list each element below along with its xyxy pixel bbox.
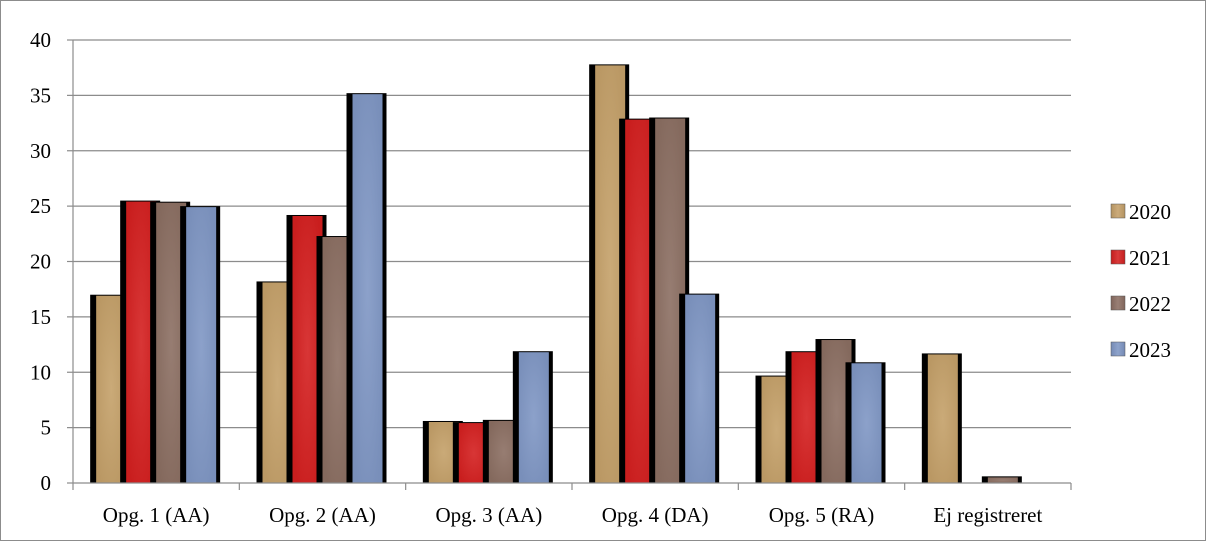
y-tick-label: 40 — [30, 28, 51, 52]
legend: 2020 2021 2022 2023 — [1110, 200, 1171, 362]
x-tick-label: Opg. 1 (AA) — [103, 503, 210, 527]
y-tick-label: 10 — [30, 360, 51, 384]
bars — [90, 64, 1022, 484]
bar-2022-5 — [987, 477, 1018, 483]
y-tick-label: 25 — [30, 194, 51, 218]
axes: 0 5 10 15 20 25 30 35 40 Opg. 1 (AA) Opg. 2 (AA) Op… — [30, 28, 1072, 527]
bar-2023-2 — [518, 352, 549, 483]
y-tick-label: 5 — [41, 416, 52, 440]
x-tick-label: Opg. 4 (DA) — [602, 503, 709, 527]
legend-label-2023: 2023 — [1129, 338, 1171, 362]
x-tick-label: Opg. 3 (AA) — [435, 503, 542, 527]
legend-label-2020: 2020 — [1129, 200, 1171, 224]
y-tick-label: 35 — [30, 83, 51, 107]
legend-swatch-2023 — [1110, 341, 1126, 357]
y-tick-label: 20 — [30, 250, 51, 274]
legend-label-2022: 2022 — [1129, 292, 1171, 316]
x-tick-label: Opg. 2 (AA) — [269, 503, 376, 527]
legend-swatch-2022 — [1110, 295, 1126, 311]
x-tick-label: Opg. 5 (RA) — [769, 503, 875, 527]
legend-swatch-2021 — [1110, 249, 1126, 265]
y-tick-label: 30 — [30, 139, 51, 163]
y-tick-label: 0 — [41, 471, 52, 495]
bar-2020-5 — [927, 354, 958, 483]
bar-2023-1 — [352, 94, 383, 483]
gridlines — [73, 39, 1071, 429]
x-tick-label: Ej registreret — [933, 503, 1042, 527]
y-tick-label: 15 — [30, 305, 51, 329]
legend-swatch-2020 — [1110, 203, 1126, 219]
legend-label-2021: 2021 — [1129, 246, 1171, 270]
bar-2023-4 — [851, 363, 882, 483]
bar-2023-0 — [186, 207, 217, 483]
bar-2023-3 — [685, 294, 716, 483]
